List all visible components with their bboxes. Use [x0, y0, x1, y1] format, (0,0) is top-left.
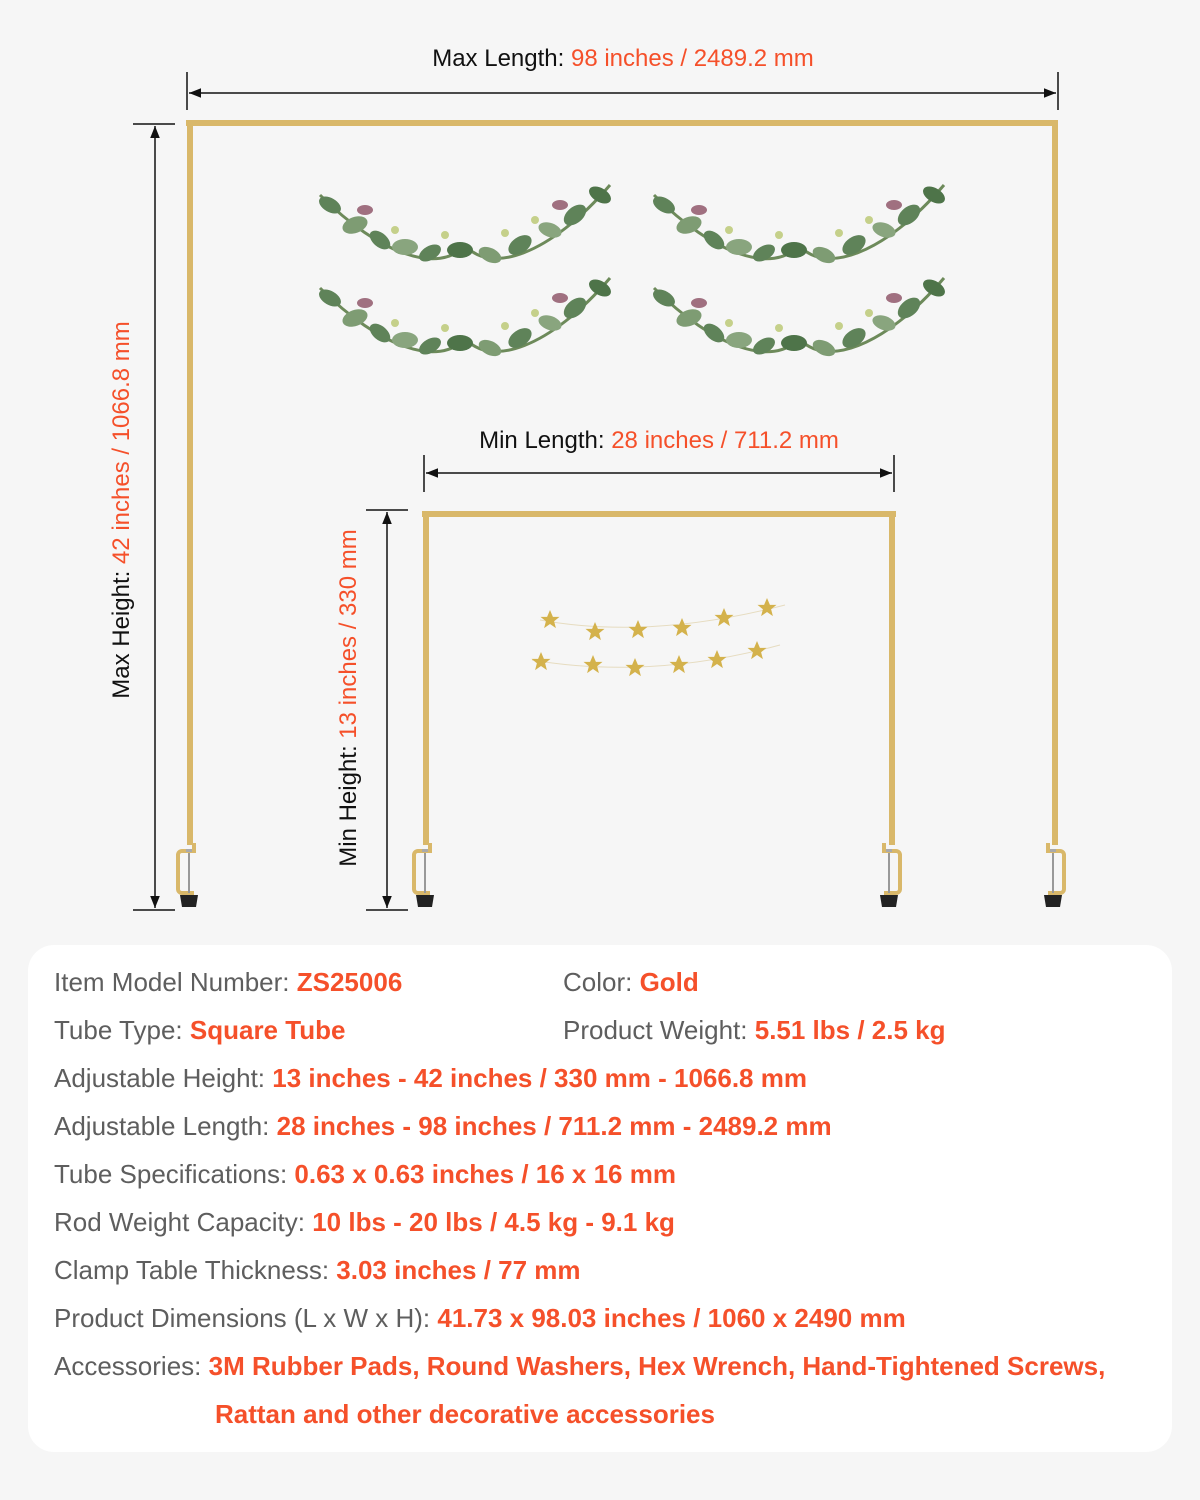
garland-decoration — [648, 274, 950, 361]
garland-decoration — [314, 181, 616, 268]
product-dimension-diagram: Max Length: 98 inches / 2489.2 mm Min Le… — [108, 45, 1066, 911]
clamp-icon — [1042, 841, 1066, 909]
max-length-label: Max Length: 98 inches / 2489.2 mm — [432, 45, 814, 72]
min-frame — [422, 511, 896, 845]
spec-color: Color: Gold — [563, 967, 699, 997]
spec-accessories: Accessories: 3M Rubber Pads, Round Washe… — [54, 1351, 1106, 1381]
clamp-icon — [412, 841, 436, 909]
max-frame — [186, 120, 1058, 845]
spec-product-dimensions: Product Dimensions (L x W x H): 41.73 x … — [54, 1303, 906, 1333]
star-garland — [531, 598, 786, 677]
spec-accessories-continued: Rattan and other decorative accessories — [215, 1399, 715, 1429]
spec-tube-type: Tube Type: Square Tube — [54, 1015, 346, 1045]
min-height-label: Min Height: 13 inches / 330 mm — [335, 529, 362, 867]
spec-adjustable-height: Adjustable Height: 13 inches - 42 inches… — [54, 1063, 807, 1093]
specs-card: Item Model Number: ZS25006 Color: Gold T… — [28, 945, 1172, 1452]
dimension-lines — [133, 72, 1059, 911]
min-length-label: Min Length: 28 inches / 711.2 mm — [479, 427, 839, 454]
garland-decoration — [314, 274, 616, 361]
spec-model-number: Item Model Number: ZS25006 — [54, 967, 403, 997]
spec-rod-weight-capacity: Rod Weight Capacity: 10 lbs - 20 lbs / 4… — [54, 1207, 675, 1237]
clamp-icon — [878, 841, 902, 909]
spec-tube-specifications: Tube Specifications: 0.63 x 0.63 inches … — [54, 1159, 676, 1189]
spec-product-weight: Product Weight: 5.51 lbs / 2.5 kg — [563, 1015, 946, 1045]
max-height-label: Max Height: 42 inches / 1066.8 mm — [108, 321, 135, 699]
clamp-icon — [176, 841, 200, 909]
garland-decoration — [648, 181, 950, 268]
spec-adjustable-length: Adjustable Length: 28 inches - 98 inches… — [54, 1111, 832, 1141]
spec-clamp-thickness: Clamp Table Thickness: 3.03 inches / 77 … — [54, 1255, 581, 1285]
